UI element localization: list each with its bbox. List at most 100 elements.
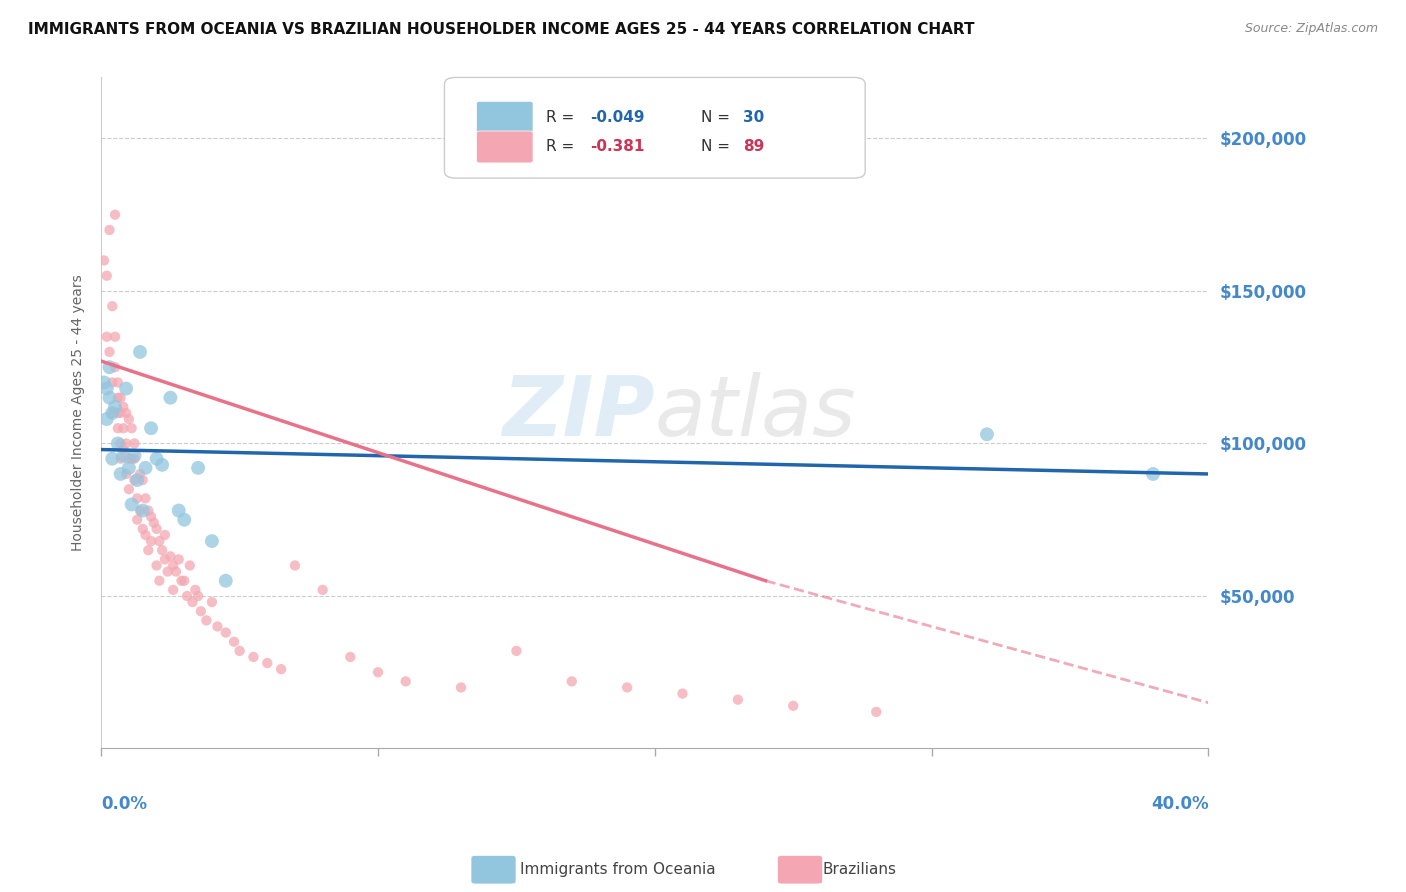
Point: [139, 509, 162, 524]
Point: [671, 687, 693, 701]
Point: [129, 345, 152, 359]
Y-axis label: Householder Income Ages 25 - 44 years: Householder Income Ages 25 - 44 years: [72, 275, 86, 551]
Point: [145, 522, 167, 536]
Point: [976, 427, 998, 442]
Point: [132, 522, 155, 536]
Point: [98, 360, 121, 375]
Point: [145, 558, 167, 573]
Point: [124, 436, 146, 450]
Text: 30: 30: [744, 110, 765, 125]
Point: [110, 391, 132, 405]
Point: [96, 382, 118, 396]
Point: [107, 376, 129, 390]
Point: [311, 582, 333, 597]
Point: [132, 503, 155, 517]
Point: [112, 442, 135, 457]
Point: [101, 376, 124, 390]
Text: Immigrants from Oceania: Immigrants from Oceania: [520, 863, 716, 877]
Text: Brazilians: Brazilians: [823, 863, 897, 877]
Point: [93, 376, 115, 390]
Point: [173, 574, 195, 588]
Point: [132, 473, 155, 487]
Point: [159, 391, 181, 405]
Point: [129, 503, 152, 517]
Point: [121, 421, 143, 435]
Point: [270, 662, 292, 676]
Text: -0.049: -0.049: [591, 110, 645, 125]
Point: [129, 467, 152, 481]
Text: 40.0%: 40.0%: [1150, 796, 1208, 814]
Point: [134, 528, 156, 542]
Point: [107, 436, 129, 450]
Point: [505, 644, 527, 658]
FancyBboxPatch shape: [477, 102, 533, 133]
Point: [616, 681, 638, 695]
Point: [110, 436, 132, 450]
Text: ZIP: ZIP: [502, 373, 655, 453]
Point: [139, 534, 162, 549]
Point: [127, 513, 149, 527]
Point: [179, 558, 201, 573]
Point: [201, 534, 224, 549]
Point: [395, 674, 418, 689]
Point: [112, 449, 135, 463]
Point: [101, 406, 124, 420]
Point: [187, 461, 209, 475]
Point: [865, 705, 887, 719]
Point: [112, 421, 135, 435]
Text: 0.0%: 0.0%: [101, 796, 148, 814]
Point: [256, 656, 278, 670]
Point: [727, 692, 749, 706]
Point: [222, 634, 245, 648]
Point: [115, 436, 138, 450]
Text: IMMIGRANTS FROM OCEANIA VS BRAZILIAN HOUSEHOLDER INCOME AGES 25 - 44 YEARS CORRE: IMMIGRANTS FROM OCEANIA VS BRAZILIAN HOU…: [28, 22, 974, 37]
Text: N =: N =: [702, 139, 735, 154]
Point: [167, 503, 190, 517]
Point: [201, 595, 224, 609]
Point: [242, 650, 264, 665]
Text: R =: R =: [547, 110, 579, 125]
Point: [110, 406, 132, 420]
Point: [284, 558, 307, 573]
Point: [93, 253, 115, 268]
Point: [118, 482, 141, 496]
Point: [184, 582, 207, 597]
Point: [124, 473, 146, 487]
Text: atlas: atlas: [655, 373, 856, 453]
Point: [127, 473, 149, 487]
Point: [150, 458, 173, 472]
Point: [112, 400, 135, 414]
Point: [195, 613, 218, 627]
Point: [110, 467, 132, 481]
Point: [148, 574, 170, 588]
Point: [121, 451, 143, 466]
Point: [124, 449, 146, 463]
Point: [173, 513, 195, 527]
Point: [98, 345, 121, 359]
Point: [101, 406, 124, 420]
Point: [96, 268, 118, 283]
Point: [101, 451, 124, 466]
Point: [96, 329, 118, 343]
Point: [115, 406, 138, 420]
Point: [162, 558, 184, 573]
Point: [167, 552, 190, 566]
Point: [165, 565, 187, 579]
Point: [104, 208, 127, 222]
Point: [104, 400, 127, 414]
Point: [782, 698, 804, 713]
Point: [104, 360, 127, 375]
Text: Source: ZipAtlas.com: Source: ZipAtlas.com: [1244, 22, 1378, 36]
Point: [98, 223, 121, 237]
Point: [153, 528, 176, 542]
Point: [136, 503, 159, 517]
Point: [134, 461, 156, 475]
Point: [181, 595, 204, 609]
Point: [124, 451, 146, 466]
Point: [148, 534, 170, 549]
Point: [170, 574, 193, 588]
Point: [110, 451, 132, 466]
Point: [107, 406, 129, 420]
Point: [367, 665, 389, 680]
Point: [118, 451, 141, 466]
